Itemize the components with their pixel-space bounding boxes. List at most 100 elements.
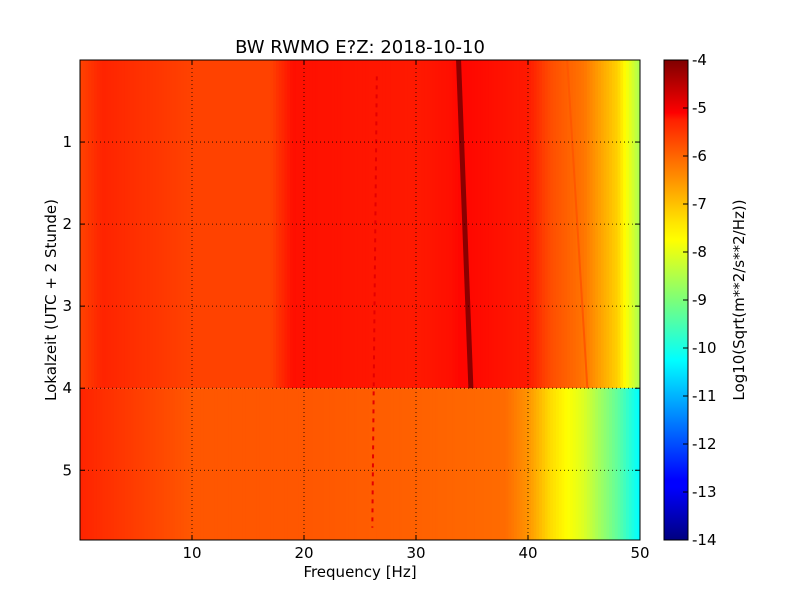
heatmap-cell xyxy=(441,388,445,540)
heatmap-cell xyxy=(472,388,476,540)
heatmap-cell xyxy=(127,388,131,540)
heatmap-cell xyxy=(500,60,504,389)
y-tick-label: 2 xyxy=(62,215,72,233)
heatmap-cell xyxy=(511,388,515,540)
heatmap-cell xyxy=(183,60,187,389)
heatmap-cell xyxy=(298,388,302,540)
heatmap-cell xyxy=(424,60,428,389)
heatmap-cell xyxy=(466,388,470,540)
heatmap-cell xyxy=(99,60,103,389)
heatmap-cell xyxy=(150,60,154,389)
heatmap-cell xyxy=(525,388,529,540)
heatmap-cell xyxy=(346,388,350,540)
heatmap-cell xyxy=(472,60,476,389)
heatmap-cell xyxy=(122,388,126,540)
heatmap-cell xyxy=(175,388,179,540)
heatmap-cell xyxy=(421,60,425,389)
heatmap-cell xyxy=(570,60,574,389)
heatmap-cell xyxy=(197,388,201,540)
heatmap-cell xyxy=(533,388,537,540)
heatmap-cell xyxy=(144,60,148,389)
heatmap-cell xyxy=(270,388,274,540)
heatmap-cell xyxy=(581,388,585,540)
heatmap-cell xyxy=(166,388,171,540)
heatmap-cell xyxy=(407,388,411,540)
heatmap-cell xyxy=(542,388,546,540)
y-tick-label: 5 xyxy=(62,461,72,479)
heatmap-cell xyxy=(609,388,613,540)
heatmap-cell xyxy=(337,60,341,389)
heatmap-cell xyxy=(320,388,325,540)
heatmap-cell xyxy=(544,388,549,540)
heatmap-cell xyxy=(138,388,143,540)
heatmap-cell xyxy=(234,60,238,389)
heatmap-cell xyxy=(264,388,269,540)
heatmap-cell xyxy=(575,388,579,540)
heatmap-cell xyxy=(80,388,84,540)
heatmap-cell xyxy=(130,388,134,540)
heatmap-cell xyxy=(259,388,263,540)
heatmap-cell xyxy=(334,388,339,540)
heatmap-cell xyxy=(301,60,305,389)
spectral-line xyxy=(371,76,378,528)
colorbar-tick-label: -11 xyxy=(692,387,717,405)
heatmap-cell xyxy=(245,60,249,389)
heatmap-cell xyxy=(623,388,627,540)
heatmap-cell xyxy=(267,388,271,540)
heatmap-cell xyxy=(399,388,403,540)
heatmap-cell xyxy=(631,388,635,540)
grid-lines xyxy=(80,60,640,540)
heatmap-cell xyxy=(116,60,120,389)
heatmap-cell xyxy=(351,388,355,540)
heatmap-cell xyxy=(256,60,260,389)
heatmap-cell xyxy=(536,60,540,389)
heatmap-cell xyxy=(312,60,316,389)
heatmap-cell xyxy=(508,388,512,540)
heatmap-cell xyxy=(234,388,238,540)
heatmap-cell xyxy=(94,388,98,540)
heatmap-cell xyxy=(178,388,182,540)
heatmap-cell xyxy=(340,388,344,540)
heatmap-cell xyxy=(430,60,434,389)
heatmap-cell xyxy=(564,60,568,389)
heatmap-cell xyxy=(144,388,148,540)
heatmap-cell xyxy=(474,388,479,540)
y-axis: 1 2 3 4 5 xyxy=(62,133,640,479)
heatmap-cell xyxy=(105,388,109,540)
heatmap-cell xyxy=(99,388,103,540)
heatmap-cell xyxy=(225,60,229,389)
heatmap-cell xyxy=(407,60,411,389)
heatmap-cell xyxy=(309,388,313,540)
heatmap-cell xyxy=(505,388,509,540)
heatmap-cell xyxy=(217,60,221,389)
heatmap-cell xyxy=(133,388,137,540)
heatmap-cell xyxy=(301,388,305,540)
heatmap-cell xyxy=(122,60,126,389)
heatmap-cell xyxy=(500,388,504,540)
heatmap-cell xyxy=(360,388,364,540)
heatmap-cell xyxy=(404,60,409,389)
heatmap-cell xyxy=(458,388,462,540)
heatmap-cell xyxy=(528,388,532,540)
x-tick-label: 30 xyxy=(406,544,425,562)
heatmap-cell xyxy=(214,388,218,540)
heatmap-cell xyxy=(393,60,397,389)
heatmap-cell xyxy=(164,60,168,389)
heatmap-cell xyxy=(452,60,456,389)
heatmap-cell xyxy=(491,388,495,540)
heatmap-cell xyxy=(250,388,255,540)
colorbar-tick-label: -5 xyxy=(692,99,707,117)
heatmap-cell xyxy=(304,60,308,389)
colorbar-label: Log10(Sqrt(m**2/s**2/Hz)) xyxy=(730,199,748,400)
heatmap-cell xyxy=(488,60,493,389)
heatmap-cell xyxy=(329,60,333,389)
heatmap-cell xyxy=(556,388,560,540)
heatmap-cell xyxy=(547,388,551,540)
heatmap-cell xyxy=(276,388,280,540)
heatmap-cell xyxy=(96,60,101,389)
heatmap-cell xyxy=(337,388,341,540)
heatmap-cell xyxy=(169,388,173,540)
heatmap-cell xyxy=(368,388,372,540)
heatmap-cell xyxy=(556,60,560,389)
